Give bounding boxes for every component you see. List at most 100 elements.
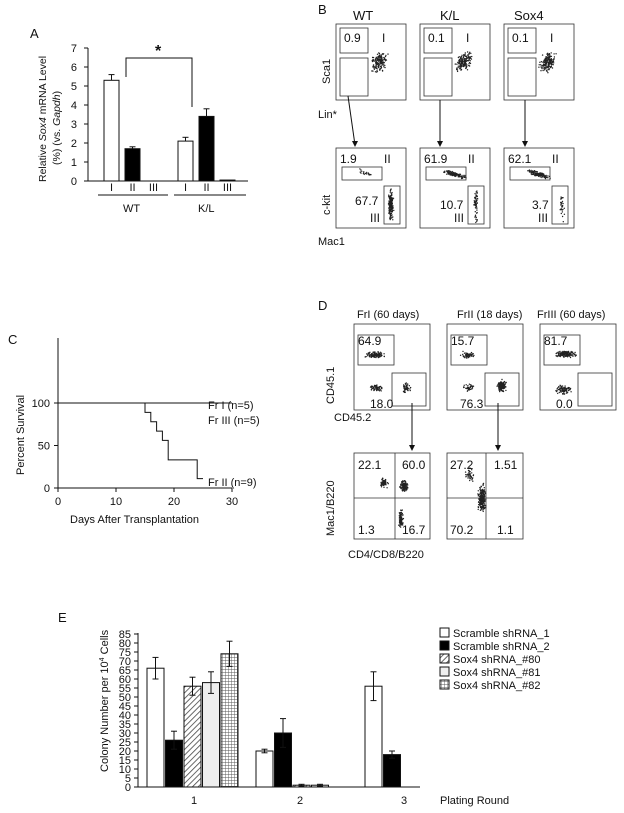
panel-b-event [457,175,460,177]
panel-b-event [466,69,469,71]
panel-d-event [377,386,379,389]
panel-b-event [552,60,555,63]
panel-d-event [566,391,569,394]
panel-b-iii-value-sox4: 3.7 [532,198,549,212]
panel-d-event [400,484,402,486]
panel-d-gate-lower-friii [577,372,613,407]
panel-b-event [469,56,471,58]
panel-a-bar-kl-ii [198,115,215,182]
panel-b-event [561,206,563,208]
panel-e-y-tick-label: 85 [119,629,131,641]
panel-b-event [540,173,543,175]
panel-b-event [464,58,466,60]
panel-a-category-labels: I II III I II III [110,182,232,194]
panel-e-bar-r3-s1 [364,685,383,788]
panel-d-event [402,486,404,488]
panel-d-event [560,354,562,356]
panel-b-event [545,66,547,69]
panel-b-flow-plots: WT K/L Sox4 0.9 0.1 0.1 I I I Sca1 Lin* [318,8,575,248]
panel-b-event [391,202,393,205]
panel-d-event [381,478,384,480]
panel-d-event [374,385,376,387]
panel-b-event [461,54,463,56]
panel-b-event [376,53,379,55]
panel-b-event [544,177,547,180]
panel-b-event [476,195,478,198]
panel-d-event [563,391,565,393]
panel-d-event [380,352,383,354]
panel-d-event [404,483,406,485]
panel-b-event [388,212,391,214]
panel-b-event [465,58,467,60]
panel-d-event [399,526,402,528]
panel-a-category-label: I [184,182,187,194]
panel-b-event [467,55,470,57]
panel-b-event [446,173,448,175]
panel-d-gate-lower-fri [391,372,427,407]
panel-b-event [465,63,467,65]
panel-b-event [380,56,382,58]
panel-d-event [480,501,482,503]
panel-d-event [480,493,482,495]
panel-b-event [547,52,549,54]
panel-b-event [375,65,377,68]
panel-d-event [379,351,382,353]
panel-b-event [476,209,478,211]
panel-d-event [383,355,385,358]
panel-b-event [475,218,477,220]
panel-d-event [483,507,486,510]
panel-b-event [466,51,469,53]
panel-d-event [573,353,576,355]
panel-d-event [481,488,484,491]
panel-b-event [376,60,378,62]
panel-d-event [383,486,385,488]
panel-d-event [403,387,405,390]
panel-e-bar-r1-s3 [183,685,202,788]
panel-b-event [451,170,453,173]
panel-d-event [471,386,474,388]
panel-d-event [477,494,480,496]
panel-c-y-label: Percent Survival [15,395,27,475]
panel-d-bottom-y-label: Mac1/B220 [325,480,337,536]
panel-b-event [475,207,477,209]
panel-b-event [371,60,374,63]
panel-d-event [472,480,474,482]
panel-d-event [473,354,475,357]
panel-d-event [563,350,566,353]
panel-d-event [557,352,560,354]
panel-d-event [365,355,367,358]
panel-d-event [405,389,407,391]
panel-e-y-tick-label: 70 [119,656,131,668]
panel-b-event [462,58,464,61]
panel-d-event [372,356,375,358]
panel-d-q-ll-frii: 70.2 [450,523,474,537]
panel-b-event [560,201,562,204]
panel-b-event [385,54,387,57]
panel-b-event [391,191,393,194]
panel-d-upper-value-frii: 15.7 [451,334,475,348]
panel-e-bar-r1-s5 [220,653,239,788]
panel-b-event [393,209,395,212]
panel-d-event [402,514,404,516]
panel-b-event [476,202,478,204]
panel-b-top-x-label: Lin* [318,109,338,121]
panel-d-event [378,354,380,356]
panel-b-event [389,197,391,199]
panel-d-event [483,487,485,489]
panel-b-event [389,209,392,211]
panel-b-event [455,174,457,176]
panel-d-event [469,471,471,473]
panel-b-event [540,70,542,72]
panel-b-event [528,170,530,172]
panel-d-event [376,389,378,391]
panel-d-event [567,386,570,389]
panel-b-event [474,211,476,213]
panel-d-event [564,352,567,354]
panel-b-event [456,67,458,69]
panel-b-event [372,59,374,61]
panel-b-arrowhead-wt [352,141,358,147]
panel-b-event [457,56,460,59]
panel-b-top-value-sox4: 0.1 [512,31,529,45]
panel-b-event [546,70,548,73]
panel-b-event [546,69,548,71]
